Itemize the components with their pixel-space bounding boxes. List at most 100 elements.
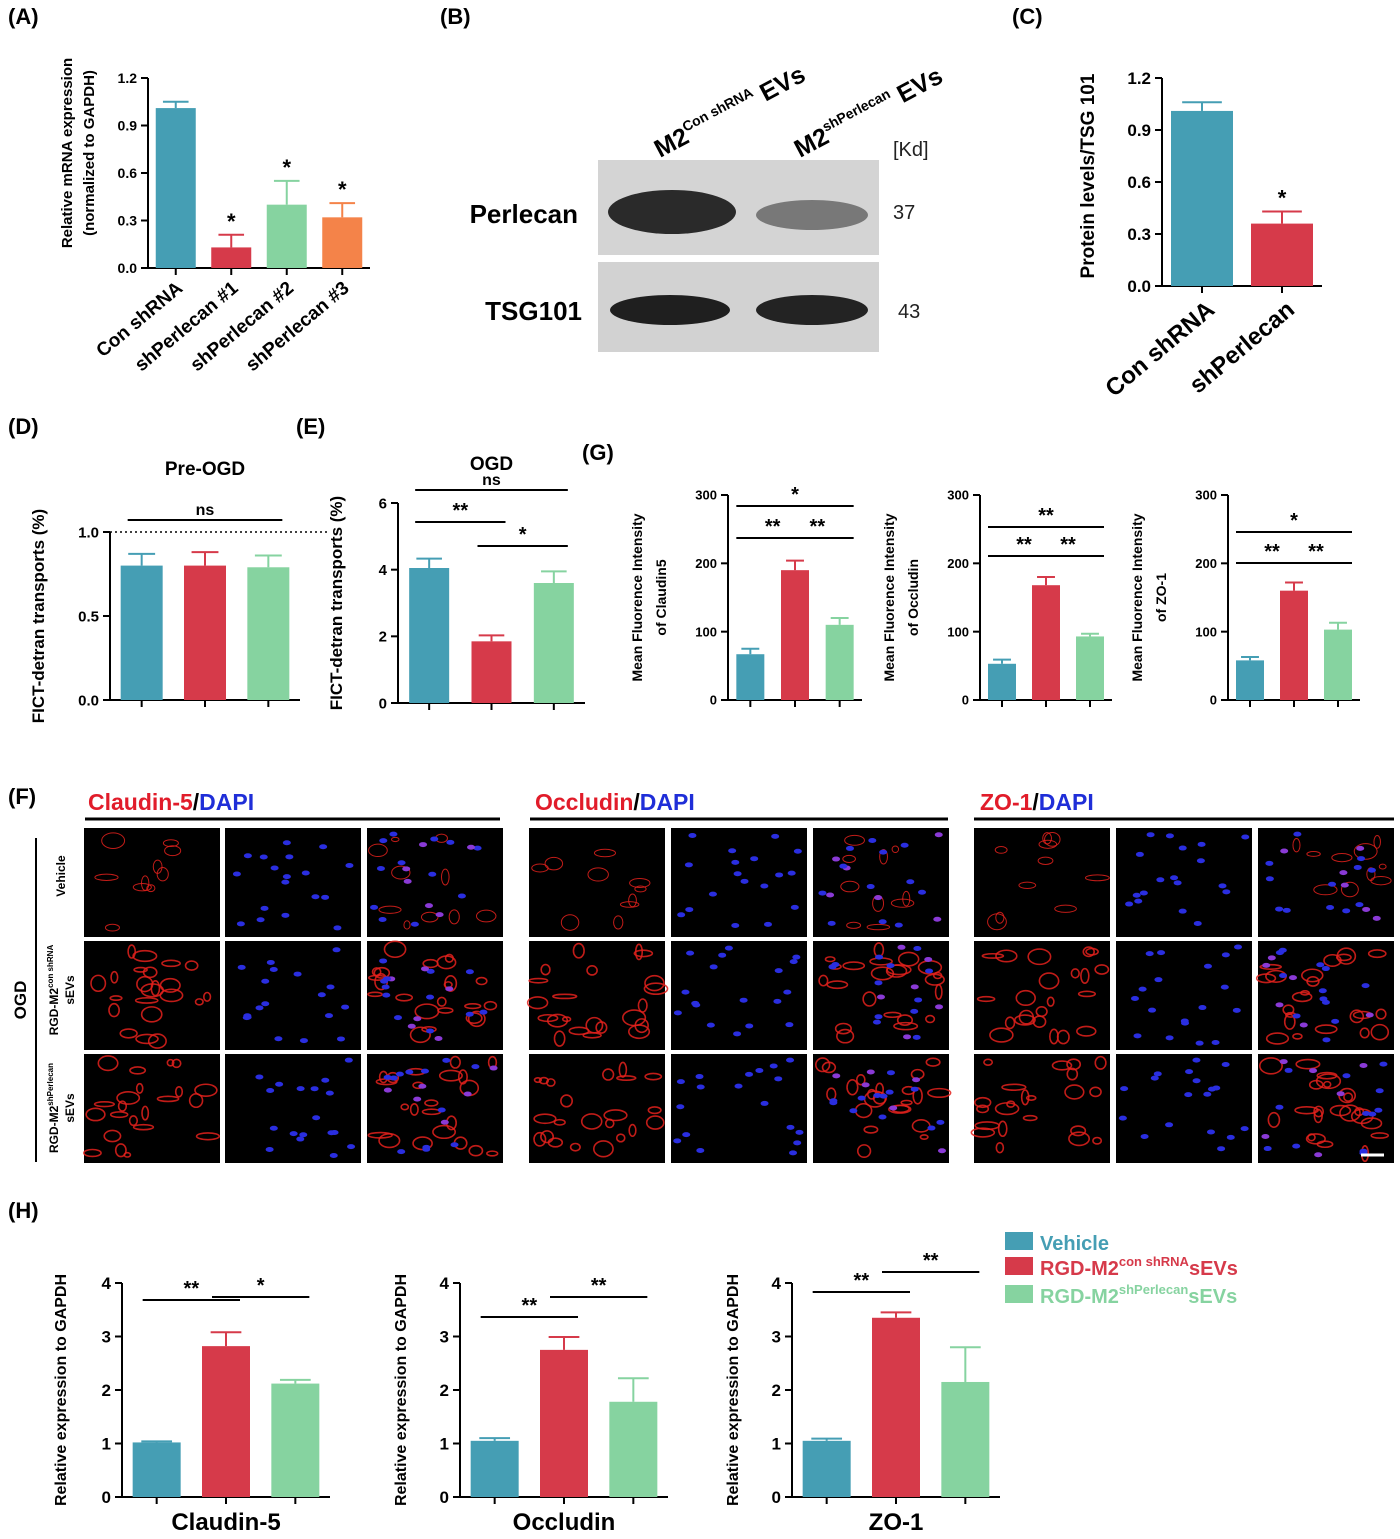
nucleus [445, 986, 454, 992]
bar [988, 663, 1016, 700]
nucleus [370, 904, 379, 910]
nucleus [395, 1071, 404, 1077]
nucleus [866, 884, 875, 890]
nucleus [1284, 1067, 1293, 1073]
nucleus [397, 860, 406, 866]
nucleus [261, 978, 270, 984]
significance-label: ** [1038, 505, 1054, 527]
nucleus [347, 1144, 356, 1150]
nucleus [418, 1083, 427, 1089]
red-signal [391, 836, 400, 843]
micrograph-tile [367, 828, 503, 937]
y-tick-label: 0 [772, 1488, 781, 1507]
nucleus [677, 912, 686, 918]
y-tick-label: 0 [379, 695, 387, 712]
red-signal [1094, 964, 1110, 975]
nucleus [383, 1087, 392, 1093]
chart-g-zo1: 0 100 200 300 Mean Fluorence Intensity of ZO-… [1129, 488, 1360, 708]
micrograph-tile [1258, 828, 1394, 937]
micro-row-label-vehicle: Vehicle [54, 855, 68, 897]
red-signal [1316, 1140, 1334, 1149]
nucleus [874, 1014, 883, 1020]
nucleus [793, 848, 802, 854]
micrograph-tile [1116, 828, 1252, 937]
micrograph-tile [84, 941, 220, 1050]
red-signal [103, 1129, 122, 1143]
red-signal [994, 846, 1008, 854]
red-signal [1329, 1104, 1352, 1117]
nucleus [1184, 1092, 1193, 1098]
nucleus [379, 838, 388, 844]
chart-title: Pre-OGD [165, 459, 245, 480]
nucleus [243, 853, 252, 859]
micro-header-claudin5-marker: Claudin-5 [88, 789, 193, 815]
red-signal [1265, 1032, 1290, 1045]
nucleus [1318, 988, 1327, 994]
panel-label-g: (G) [582, 440, 614, 465]
nucleus [900, 842, 909, 848]
y-tick-label: 300 [1195, 488, 1217, 503]
nucleus [1206, 1129, 1215, 1135]
red-signal [844, 834, 865, 846]
significance-label: ** [1016, 534, 1032, 556]
bar [941, 1381, 990, 1497]
red-signal [1080, 967, 1090, 985]
nucleus [728, 848, 737, 854]
red-signal [378, 1132, 401, 1149]
nucleus [1241, 834, 1250, 840]
nucleus [465, 1011, 474, 1017]
red-signal [604, 1118, 615, 1129]
red-signal [134, 997, 159, 1004]
nucleus [465, 969, 474, 975]
y-axis-label: (normalized to GAPDH) [81, 70, 98, 236]
nucleus [676, 1104, 685, 1110]
red-signal [586, 965, 598, 976]
nucleus [708, 891, 717, 897]
nucleus [330, 1129, 339, 1135]
red-signal [1336, 947, 1357, 965]
red-signal [883, 1011, 902, 1019]
nucleus [912, 1034, 921, 1040]
y-tick-label: 0 [962, 693, 969, 708]
nucleus [686, 950, 695, 956]
nucleus [1365, 1012, 1374, 1018]
red-signal [900, 1099, 913, 1106]
red-signal [1375, 1008, 1387, 1020]
nucleus [783, 989, 792, 995]
red-signal [924, 973, 945, 986]
red-signal [109, 1111, 129, 1119]
red-signal [475, 909, 497, 923]
blot-lane1-suffix: EVs [749, 60, 810, 110]
red-signal [97, 1055, 119, 1072]
nucleus [413, 1096, 422, 1102]
panel-label-a: (A) [8, 4, 39, 29]
nucleus [450, 1142, 459, 1148]
nucleus [857, 1095, 866, 1101]
nucleus [913, 946, 922, 952]
bar [266, 204, 307, 268]
y-tick-label: 1 [440, 1435, 449, 1454]
nucleus [426, 1028, 435, 1034]
panel-label-c: (C) [1012, 4, 1043, 29]
micro-header-claudin5-sep: / [193, 789, 200, 815]
nucleus [424, 903, 433, 909]
red-signal [1092, 1136, 1103, 1145]
red-signal [970, 1127, 996, 1138]
red-signal [1070, 968, 1080, 979]
nucleus [256, 917, 265, 923]
red-signal [403, 920, 411, 930]
micro-group-label: OGD [11, 981, 30, 1020]
red-signal [1378, 863, 1387, 870]
nucleus [874, 980, 883, 986]
nucleus [336, 1036, 345, 1042]
y-tick-label: 0.3 [1127, 225, 1151, 244]
red-signal [552, 993, 578, 1000]
red-signal [533, 1113, 557, 1125]
nucleus [1146, 832, 1155, 838]
significance-label: ** [184, 1278, 200, 1300]
nucleus [1278, 947, 1287, 953]
nucleus [789, 1150, 798, 1156]
nucleus [285, 854, 294, 860]
red-signal [108, 1002, 120, 1018]
bar [540, 1349, 588, 1497]
